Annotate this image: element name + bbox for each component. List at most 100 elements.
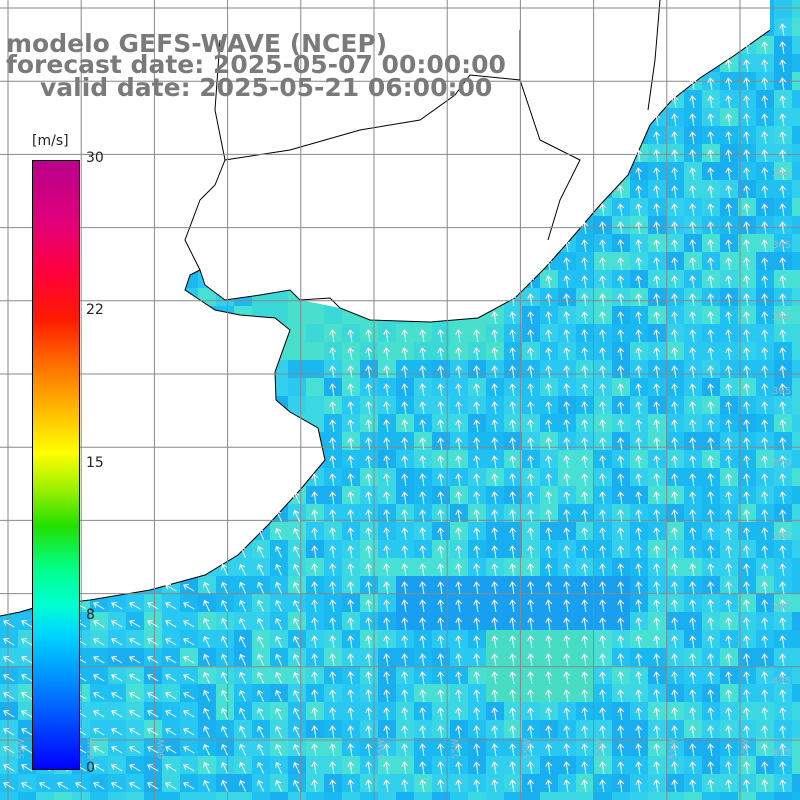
wind-arrow <box>689 383 697 397</box>
lat-label: 345 <box>772 240 792 251</box>
wind-arrow <box>545 671 553 685</box>
wind-arrow <box>93 710 105 718</box>
wind-arrow <box>599 527 607 541</box>
wind-cell <box>270 648 288 666</box>
wind-arrow <box>147 764 159 772</box>
wind-cell <box>216 576 234 594</box>
wind-cell <box>234 612 252 630</box>
wind-cell <box>792 378 800 396</box>
wind-arrow <box>455 419 463 433</box>
wind-arrow <box>635 689 643 703</box>
wind-arrow <box>329 383 337 397</box>
wind-arrow <box>401 779 409 793</box>
wind-cell <box>180 684 198 702</box>
wind-arrow <box>635 329 643 343</box>
wind-arrow <box>365 581 373 595</box>
wind-arrow <box>419 671 427 685</box>
wind-arrow <box>689 779 697 793</box>
wind-cell <box>216 720 234 738</box>
wind-arrow <box>545 653 553 667</box>
wind-cell <box>792 576 800 594</box>
wind-cell <box>90 666 108 684</box>
colorbar-unit: [m/s] <box>32 133 69 149</box>
wind-arrow <box>147 602 159 610</box>
wind-arrow <box>347 347 355 361</box>
wind-cell <box>36 792 54 800</box>
wind-arrow <box>383 401 391 415</box>
wind-arrow <box>599 743 607 757</box>
wind-arrow <box>725 419 733 433</box>
wind-arrow <box>509 653 517 667</box>
wind-arrow <box>725 311 733 325</box>
wind-arrow <box>147 692 159 700</box>
wind-arrow <box>329 419 337 433</box>
wind-cell <box>0 756 18 774</box>
wind-arrow <box>419 761 427 775</box>
wind-arrow <box>147 638 159 646</box>
wind-arrow <box>725 437 733 451</box>
wind-arrow <box>653 473 661 487</box>
wind-arrow <box>779 185 787 199</box>
wind-arrow <box>743 59 751 73</box>
wind-arrow <box>293 635 300 648</box>
wind-arrow <box>401 635 409 649</box>
wind-cell <box>108 792 126 800</box>
wind-arrow <box>147 746 159 754</box>
wind-cell <box>270 594 288 612</box>
wind-cell <box>126 630 144 648</box>
wind-arrow <box>761 347 769 361</box>
wind-cell <box>90 684 108 702</box>
wind-arrow <box>365 653 373 667</box>
wind-arrow <box>707 347 715 361</box>
wind-arrow <box>419 329 427 343</box>
wind-arrow <box>707 761 715 775</box>
wind-arrow <box>509 779 517 793</box>
wind-arrow <box>707 671 715 685</box>
wind-arrow <box>725 599 733 613</box>
wind-arrow <box>401 761 409 775</box>
wind-arrow <box>437 347 445 361</box>
wind-arrow <box>563 509 571 523</box>
wind-arrow <box>635 491 643 505</box>
wind-cell <box>162 594 180 612</box>
wind-arrow <box>21 782 33 790</box>
wind-arrow <box>21 710 33 718</box>
wind-cell <box>792 126 800 144</box>
wind-arrow <box>293 599 300 612</box>
wind-cell <box>522 792 540 800</box>
wind-arrow <box>365 401 373 415</box>
wind-arrow <box>581 437 589 451</box>
wind-arrow <box>743 545 751 559</box>
wind-arrow <box>509 545 517 559</box>
wind-cell <box>180 666 198 684</box>
wind-arrow <box>365 563 373 577</box>
lat-label: 350 <box>772 312 792 323</box>
wind-arrow <box>725 113 733 127</box>
wind-arrow <box>599 509 607 523</box>
colorbar-tick: 8 <box>86 607 95 623</box>
wind-arrow <box>383 545 391 559</box>
wind-arrow <box>653 275 661 289</box>
wind-arrow <box>653 383 661 397</box>
wind-arrow <box>3 656 15 664</box>
wind-arrow <box>725 743 733 757</box>
wind-cell <box>288 558 306 576</box>
wind-arrow <box>419 563 427 577</box>
wind-arrow <box>671 365 679 379</box>
wind-arrow <box>761 221 769 235</box>
wind-arrow <box>93 746 105 754</box>
wind-arrow <box>473 635 481 649</box>
wind-arrow <box>725 95 733 109</box>
wind-arrow <box>653 509 661 523</box>
wind-arrow <box>365 617 373 631</box>
wind-arrow <box>383 455 391 469</box>
wind-arrow <box>761 491 769 505</box>
wind-arrow <box>563 293 571 307</box>
wind-cell <box>108 756 126 774</box>
wind-cell <box>144 738 162 756</box>
wind-arrow <box>743 239 751 253</box>
wind-arrow <box>743 455 751 469</box>
wind-arrow <box>563 419 571 433</box>
wind-cell <box>180 630 198 648</box>
wind-arrow <box>761 95 769 109</box>
